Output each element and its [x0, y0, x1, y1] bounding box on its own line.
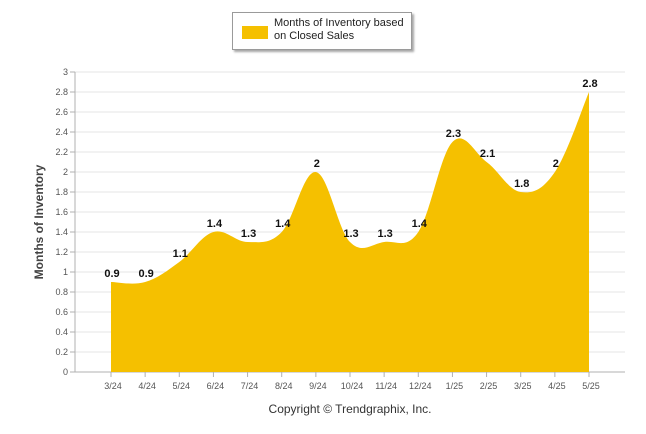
legend-label: Months of Inventory based on Closed Sale… — [274, 17, 404, 42]
x-tick-label: 9/24 — [309, 381, 327, 391]
x-tick-label: 10/24 — [341, 381, 364, 391]
y-tick-label: 2.8 — [55, 87, 68, 97]
y-tick-label: 1 — [63, 267, 68, 277]
data-label: 1.8 — [514, 178, 529, 190]
x-tick-label: 5/24 — [173, 381, 191, 391]
data-label: 2 — [553, 158, 559, 170]
y-tick-label: 2.4 — [55, 127, 68, 137]
x-tick-label: 5/25 — [582, 381, 600, 391]
y-tick-label: 2.2 — [55, 147, 68, 157]
y-tick-label: 0.6 — [55, 307, 68, 317]
x-tick-label: 2/25 — [480, 381, 498, 391]
copyright-text: Copyright © Trendgraphix, Inc. — [268, 402, 432, 416]
y-axis-title: Months of Inventory — [32, 164, 46, 279]
x-tick-labels: 3/24 4/24 5/24 6/24 7/24 8/24 9/24 10/24 11/24 12… — [104, 381, 600, 391]
data-label: 1.4 — [275, 218, 291, 230]
y-tick-label: 2 — [63, 167, 68, 177]
series-area — [111, 92, 589, 372]
data-label: 0.9 — [104, 268, 119, 280]
data-label: 1.3 — [241, 228, 256, 240]
data-labels: 0.9 0.9 1.1 1.4 1.3 1.4 2 1.3 1.3 1.4 2.3 2.1 1.8 2 2.… — [104, 78, 597, 280]
data-label: 1.3 — [343, 228, 358, 240]
data-label: 1.1 — [173, 248, 188, 260]
x-tick-label: 4/24 — [138, 381, 156, 391]
data-label: 1.3 — [377, 228, 392, 240]
x-tick-label: 1/25 — [446, 381, 464, 391]
y-tick-label: 0.2 — [55, 347, 68, 357]
x-tick-label: 3/24 — [104, 381, 122, 391]
x-tick-label: 6/24 — [207, 381, 225, 391]
y-tick-label: 1.2 — [55, 247, 68, 257]
legend-swatch — [242, 26, 268, 39]
x-tick-label: 3/25 — [514, 381, 532, 391]
data-label: 2.8 — [582, 78, 597, 90]
data-label: 2 — [314, 158, 320, 170]
y-tick-label: 0 — [63, 367, 68, 377]
x-tick-label: 7/24 — [241, 381, 259, 391]
legend[interactable]: Months of Inventory based on Closed Sale… — [232, 12, 412, 50]
data-label: 2.3 — [446, 128, 461, 140]
x-tick-label: 11/24 — [375, 381, 397, 391]
y-tick-labels: 0 0.2 0.4 0.6 0.8 1 1.2 1.4 1.6 1.8 2 2.2 2.4 2.6 2.8 3 — [55, 67, 68, 377]
data-label: 2.1 — [480, 148, 495, 160]
x-tick-label: 12/24 — [409, 381, 432, 391]
y-tick-label: 0.8 — [55, 287, 68, 297]
x-tick-label: 4/25 — [548, 381, 566, 391]
y-tick-label: 0.4 — [55, 327, 68, 337]
data-label: 1.4 — [412, 218, 428, 230]
y-tick-label: 1.6 — [55, 207, 68, 217]
data-label: 0.9 — [138, 268, 153, 280]
y-tick-label: 1.4 — [55, 227, 68, 237]
y-tick-label: 3 — [63, 67, 68, 77]
y-tick-label: 2.6 — [55, 107, 68, 117]
x-tick-label: 8/24 — [275, 381, 293, 391]
data-label: 1.4 — [207, 218, 223, 230]
y-tick-label: 1.8 — [55, 187, 68, 197]
